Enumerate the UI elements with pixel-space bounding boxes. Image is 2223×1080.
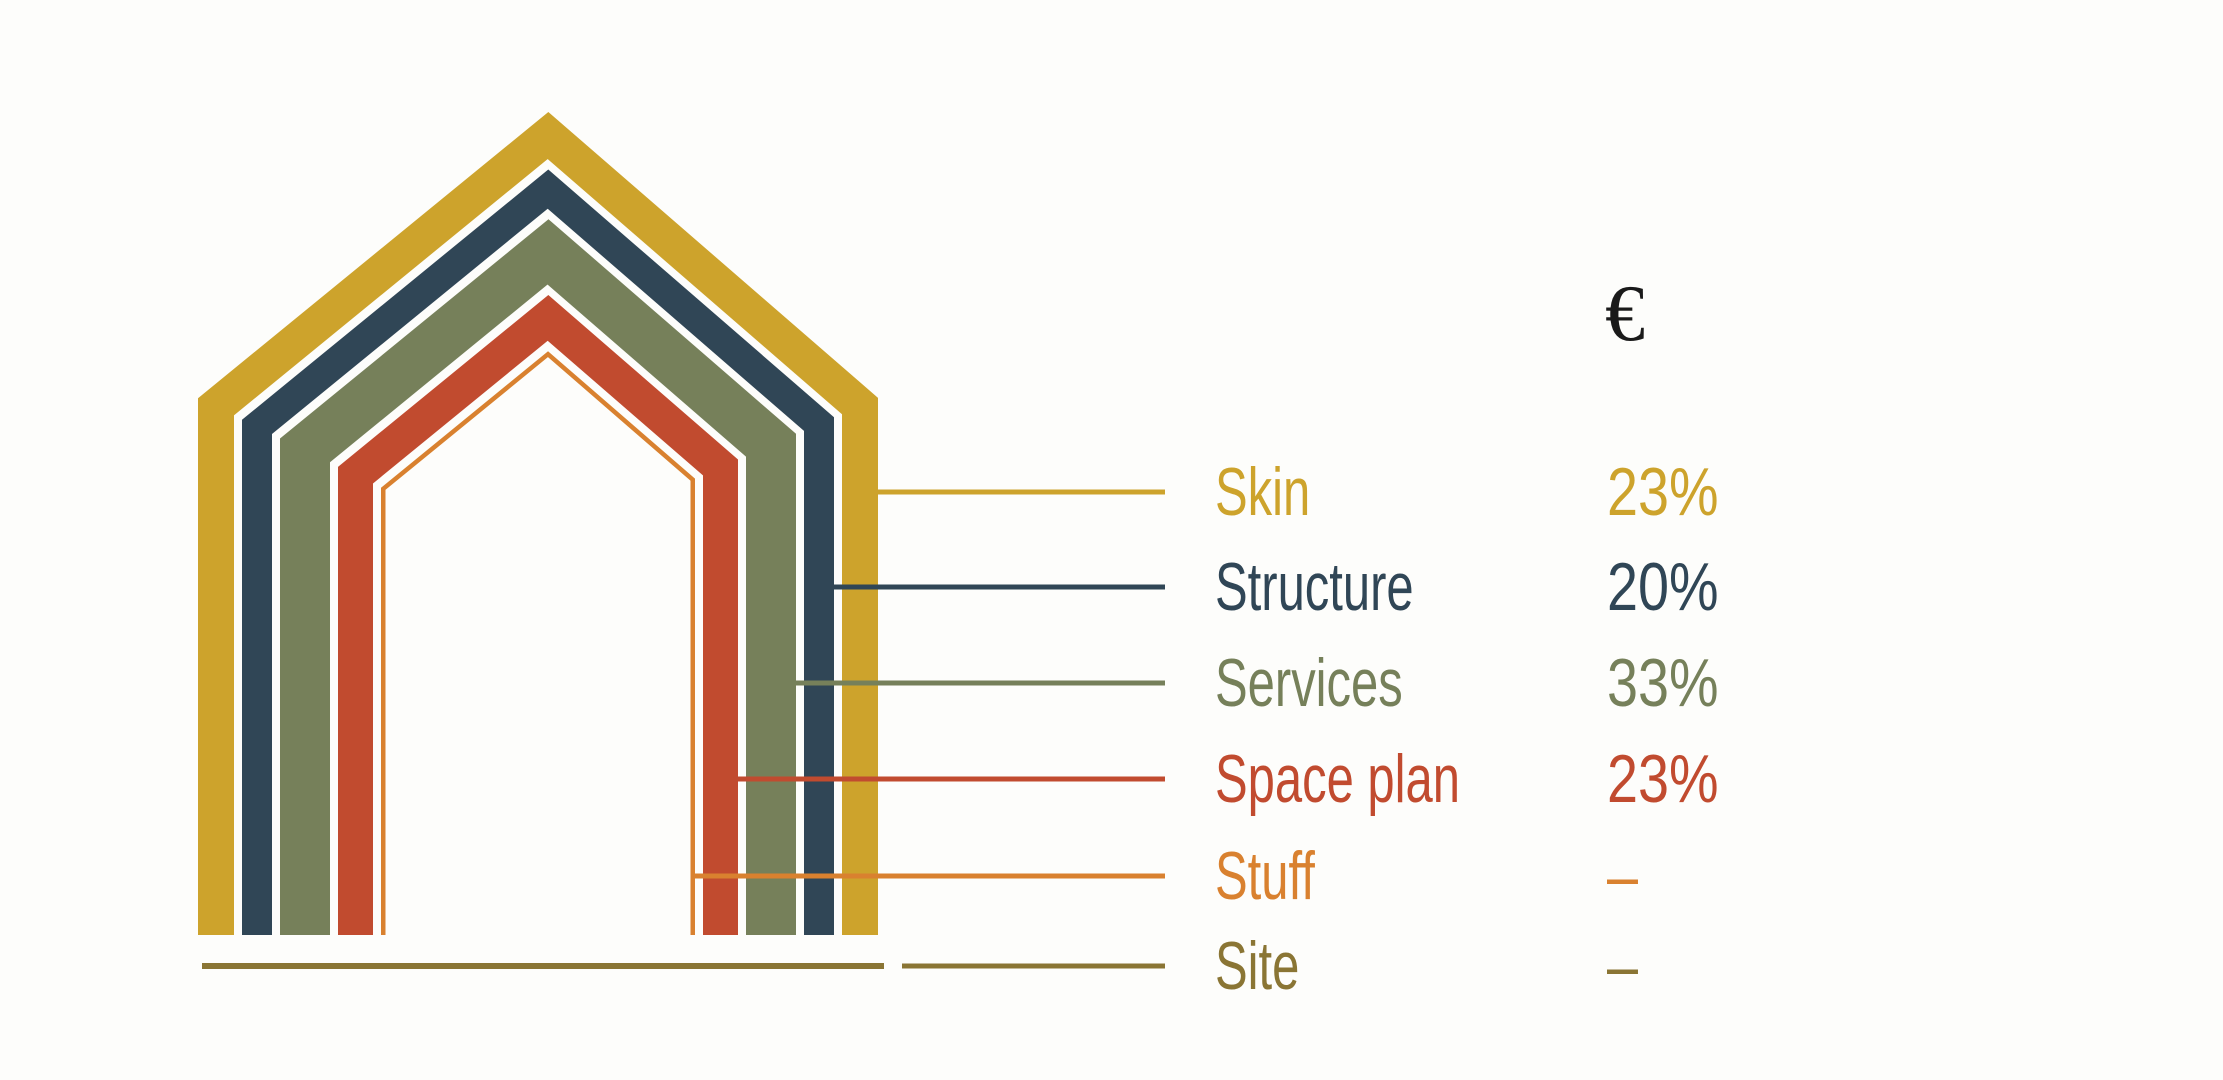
- house-band-space-plan: [338, 295, 738, 935]
- house-band-services: [280, 219, 796, 935]
- legend-row-stuff: Stuff –: [0, 836, 2223, 916]
- legend-label-site: Site: [1215, 928, 1300, 1004]
- legend-value-services: 33%: [1607, 645, 1719, 721]
- legend-row-services: Services 33%: [0, 643, 2223, 723]
- house-band-structure: [242, 169, 834, 935]
- value-column-header-euro: €: [1605, 270, 1645, 358]
- legend-row-site: Site –: [0, 926, 2223, 1006]
- legend-label-skin: Skin: [1215, 454, 1311, 530]
- legend-label-stuff: Stuff: [1215, 838, 1315, 914]
- legend-row-structure: Structure 20%: [0, 547, 2223, 627]
- legend-label-services: Services: [1215, 645, 1403, 721]
- legend-value-skin: 23%: [1607, 454, 1719, 530]
- legend-label-space-plan: Space plan: [1215, 741, 1460, 817]
- legend-value-space-plan: 23%: [1607, 741, 1719, 817]
- legend-label-structure: Structure: [1215, 549, 1414, 625]
- legend-row-skin: Skin 23%: [0, 452, 2223, 532]
- legend-row-space-plan: Space plan 23%: [0, 739, 2223, 819]
- house-band-stuff: [381, 351, 695, 935]
- house-band-skin: [198, 112, 878, 935]
- legend-value-stuff: –: [1607, 838, 1639, 914]
- legend-value-structure: 20%: [1607, 549, 1719, 625]
- legend-value-site: –: [1607, 928, 1639, 1004]
